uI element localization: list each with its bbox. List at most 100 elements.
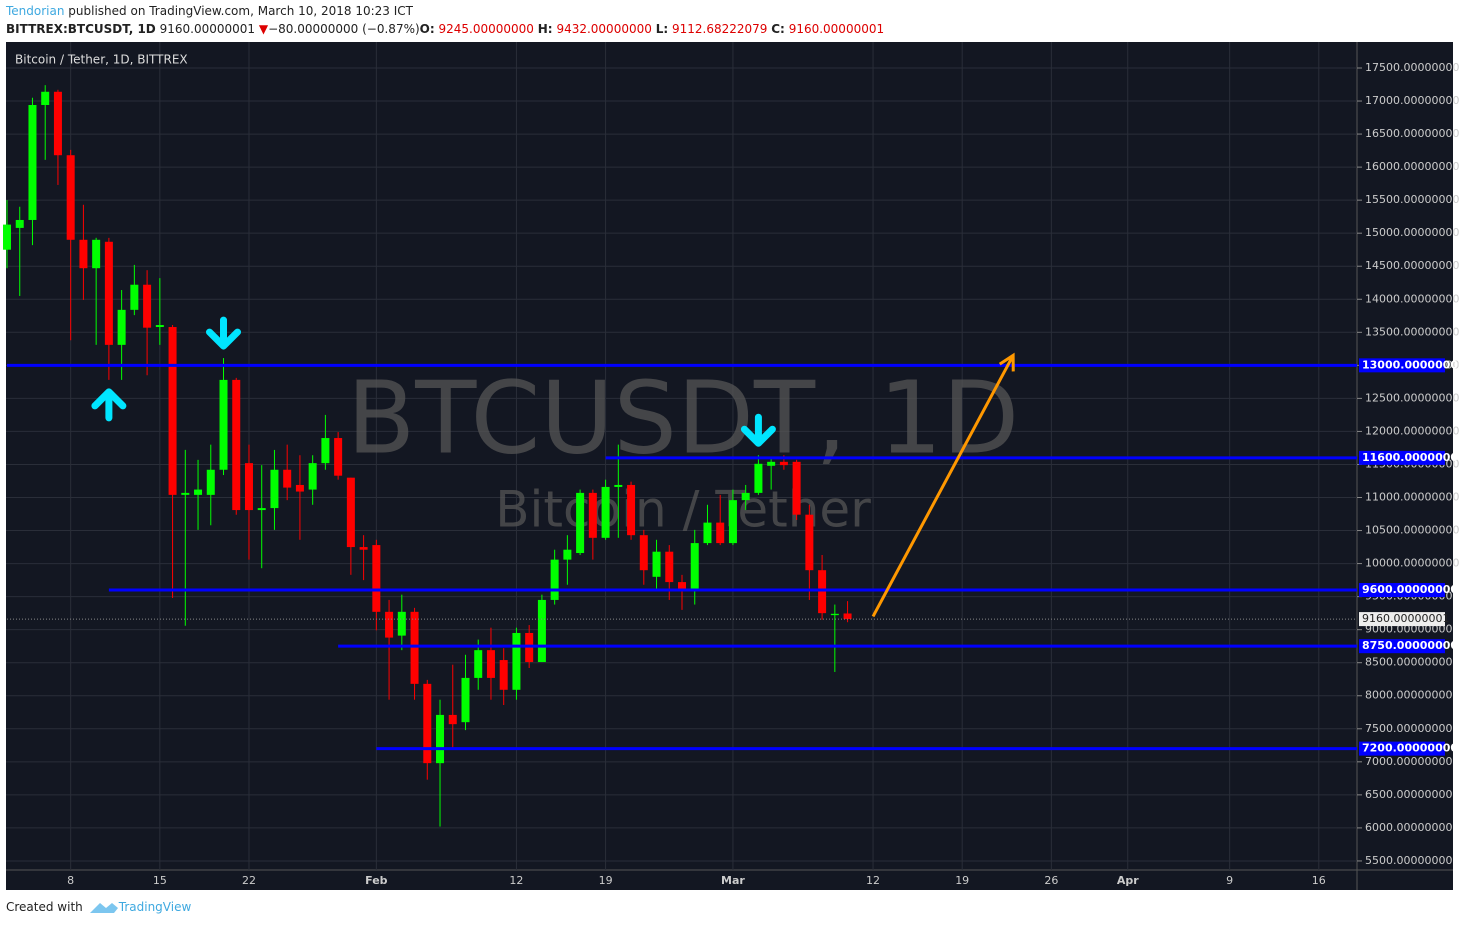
candle-body (512, 632, 521, 690)
published: published on TradingView.com, March 10, … (68, 4, 414, 18)
signal-arrow (740, 413, 776, 447)
candle-body (601, 486, 610, 538)
y-tick-label: 8500.00000000 (1365, 656, 1452, 669)
candle-body (295, 484, 304, 492)
ohlc-key: O: (419, 22, 435, 36)
candle-body (66, 155, 75, 240)
candle-body (499, 660, 508, 690)
ohlc-key: H: (537, 22, 553, 36)
candle-body (678, 582, 686, 591)
level-label: 13000.00000000 (1362, 358, 1459, 371)
candle-body (461, 677, 470, 723)
candle-body (270, 469, 279, 509)
signal-arrow (91, 388, 127, 422)
x-tick-label: 8 (67, 874, 74, 887)
candle-body (168, 327, 177, 495)
author[interactable]: Tendorian (6, 4, 65, 18)
candle-body (550, 559, 559, 600)
candle-body (639, 535, 648, 571)
candle-body (614, 484, 623, 487)
y-tick-label: 14500.00000000 (1365, 259, 1459, 272)
y-tick-label: 7500.00000000 (1365, 722, 1452, 735)
candle-body (117, 309, 126, 345)
x-tick-label: 22 (242, 874, 256, 887)
y-tick-label: 10000.00000000 (1365, 557, 1459, 570)
x-tick-label: Mar (721, 874, 745, 887)
ohlc-value: 9112.68222079 (671, 22, 768, 36)
y-tick-label: 8000.00000000 (1365, 689, 1452, 702)
candle-body (767, 461, 776, 466)
candle-body (423, 683, 432, 764)
ohlc-value: 9245.00000000 (438, 22, 534, 36)
y-tick-label: 12500.00000000 (1365, 391, 1459, 404)
candle-body (334, 438, 343, 476)
candle-body (372, 545, 381, 612)
candle-body (843, 613, 852, 620)
x-tick-label: 26 (1044, 874, 1058, 887)
change: −80.00000000 (−0.87%) (268, 22, 420, 36)
x-tick-label: Feb (365, 874, 388, 887)
ohlc-key: C: (771, 22, 785, 36)
candle-body (448, 714, 457, 725)
candle-body (321, 438, 330, 464)
x-tick-label: 19 (599, 874, 613, 887)
y-tick-label: 15000.00000000 (1365, 226, 1459, 239)
ohlc-value: 9160.00000001 (788, 22, 885, 36)
candle-body (576, 492, 585, 554)
candle-body (474, 650, 483, 678)
candle-body (741, 492, 750, 501)
x-tick-label: 15 (153, 874, 167, 887)
logo-icon (90, 903, 118, 913)
candle-body (410, 611, 419, 684)
candle-body (830, 613, 839, 616)
y-tick-label: 11000.00000000 (1365, 491, 1459, 504)
candle-body (257, 508, 266, 511)
chart-title: Bitcoin / Tether, 1D, BITTREX (15, 53, 188, 67)
direction: ▼ (258, 22, 269, 36)
candle-body (436, 714, 445, 764)
level-label-box (1359, 741, 1445, 756)
candle-body (588, 492, 597, 538)
y-tick-label: 5500.00000000 (1365, 854, 1452, 867)
level-label: 9600.00000000 (1362, 583, 1458, 596)
y-tick-label: 6500.00000000 (1365, 788, 1452, 801)
quote-line: BITTREX:BTCUSDT, 1D 9160.00000001 ▼−80.0… (6, 20, 884, 38)
candle-body (779, 461, 788, 466)
y-tick-label: 17000.00000000 (1365, 94, 1459, 107)
candle-body (703, 522, 712, 544)
plot (3, 85, 1357, 827)
candle-body (690, 543, 699, 591)
candle-body (244, 463, 253, 511)
last: 9160.00000001 (159, 22, 256, 36)
ohlc-value: 9432.00000000 (556, 22, 652, 36)
candle-body (28, 104, 37, 220)
candle-body (728, 500, 737, 544)
candle-body (627, 484, 636, 536)
level-label-box (1359, 358, 1445, 373)
candle-body (79, 239, 88, 269)
x-tick-label: 19 (955, 874, 969, 887)
candle-body (346, 477, 355, 548)
logo (90, 903, 118, 913)
candle-body (232, 379, 241, 511)
grid (6, 42, 1357, 870)
candle-body (397, 611, 406, 636)
last-price-label: 9160.00000001 (1362, 612, 1449, 625)
candle-body (308, 463, 317, 490)
y-tick-label: 16000.00000000 (1365, 160, 1459, 173)
candle-body (155, 325, 164, 328)
signal-arrow (206, 316, 242, 350)
y-tick-label: 16500.00000000 (1365, 127, 1459, 140)
candle-body (130, 284, 139, 310)
brand[interactable]: TradingView (118, 900, 192, 914)
header: Tendorian published on TradingView.com, … (6, 2, 884, 38)
x-tick-label: 16 (1312, 874, 1326, 887)
candle-body (92, 239, 101, 269)
level-label-box (1359, 450, 1445, 465)
candle-body (41, 91, 50, 105)
candle-body (181, 492, 190, 495)
level-label-box (1359, 583, 1445, 598)
level-label: 8750.00000000 (1362, 639, 1458, 652)
candle-body (359, 547, 368, 550)
